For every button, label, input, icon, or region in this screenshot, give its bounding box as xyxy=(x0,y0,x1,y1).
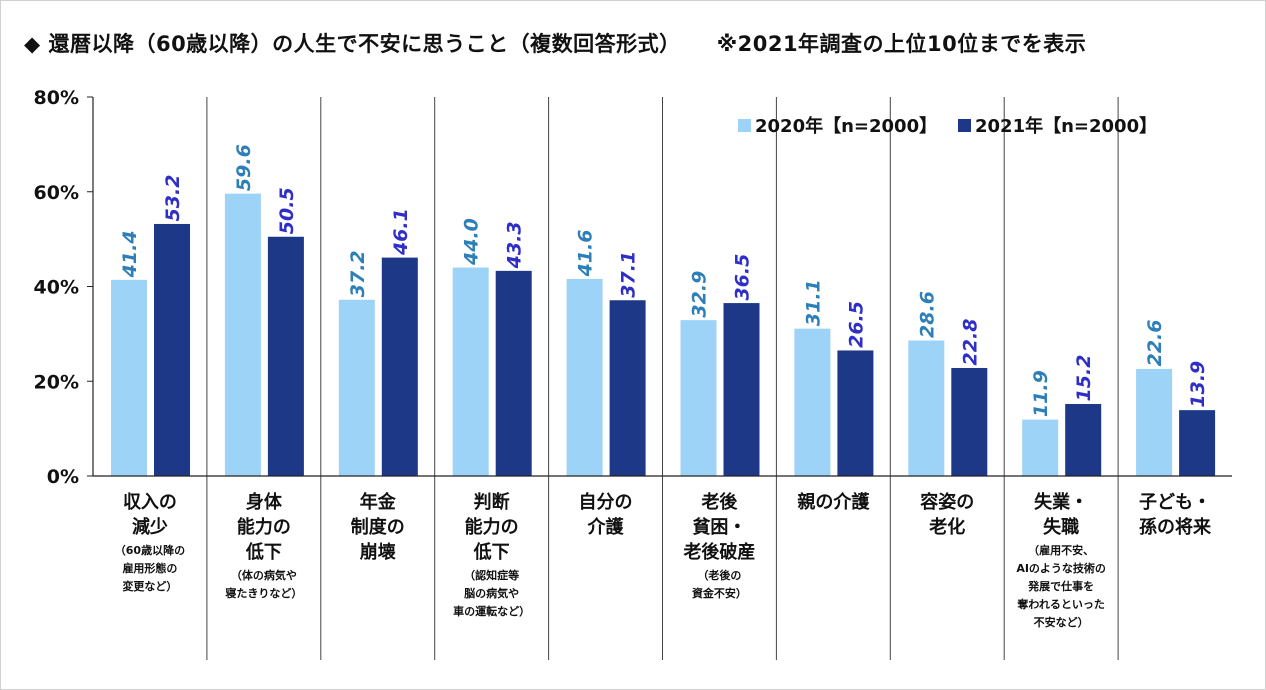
category-main-text: 失業・ 失職 xyxy=(1034,492,1089,538)
value-label-2021: 15.2 xyxy=(1073,355,1095,402)
legend-label-2020: 2020年【n=2000】 xyxy=(755,115,937,137)
y-tick-label: 40% xyxy=(34,277,79,299)
category-sub-text: （体の病気や 寝たきりなど） xyxy=(225,569,303,600)
y-tick-label: 20% xyxy=(34,371,79,393)
value-label-2020: 32.9 xyxy=(689,271,711,318)
bar-2021 xyxy=(609,300,646,476)
value-label-2020: 44.0 xyxy=(461,218,483,266)
bar-2021 xyxy=(1179,410,1216,476)
y-tick-label: 60% xyxy=(34,182,79,204)
category-label: 失業・ 失職 （雇用不安、 AIのような技術の 発展で仕事を 奪われるといった 不… xyxy=(1004,490,1118,632)
category-main-text: 自分の 介護 xyxy=(578,492,633,538)
value-label-2020: 41.6 xyxy=(575,229,597,277)
category-sub-text: （老後の 資金不安） xyxy=(691,569,747,600)
bar-2021 xyxy=(1065,403,1102,476)
category-main-text: 判断 能力の 低下 xyxy=(464,492,519,563)
value-label-2020: 28.6 xyxy=(916,291,938,338)
category-main-text: 老後 貧困・ 老後破産 xyxy=(683,492,756,563)
category-label: 子ども・ 孫の将来 xyxy=(1118,490,1232,540)
value-label-2021: 53.2 xyxy=(162,175,184,222)
bar-2020 xyxy=(680,320,717,476)
value-label-2020: 37.2 xyxy=(347,250,369,297)
legend-swatch-2021 xyxy=(958,119,971,132)
bar-2020 xyxy=(224,193,261,476)
legend-swatch-2020 xyxy=(738,119,751,132)
category-main-text: 親の介護 xyxy=(797,492,870,513)
category-main-text: 収入の 減少 xyxy=(122,492,177,538)
category-sub-text: （認知症等 脳の病気や 車の運転など） xyxy=(453,569,531,618)
category-main-text: 容姿の 老化 xyxy=(920,492,975,538)
category-sub-text: （雇用不安、 AIのような技術の 発展で仕事を 奪われるといった 不安など） xyxy=(1016,544,1106,629)
category-label: 容姿の 老化 xyxy=(890,490,1004,540)
category-label: 親の介護 xyxy=(776,490,890,515)
value-label-2020: 59.6 xyxy=(233,144,255,191)
value-label-2020: 41.4 xyxy=(119,230,141,278)
value-label-2021: 22.8 xyxy=(959,319,981,366)
bar-2020 xyxy=(111,279,147,476)
category-label: 自分の 介護 xyxy=(549,490,663,540)
value-label-2021: 50.5 xyxy=(276,187,298,234)
category-label: 老後 貧困・ 老後破産 （老後の 資金不安） xyxy=(663,490,777,603)
bar-2021 xyxy=(951,367,988,476)
bar-2021 xyxy=(381,257,418,476)
value-label-2020: 11.9 xyxy=(1030,370,1052,417)
bar-2021 xyxy=(267,236,304,476)
category-label: 年金 制度の 崩壊 xyxy=(321,490,435,565)
bar-2020 xyxy=(338,299,375,476)
bar-2021 xyxy=(837,350,874,476)
category-main-text: 身体 能力の 低下 xyxy=(236,492,291,563)
value-label-2020: 22.6 xyxy=(1144,319,1166,366)
category-main-text: 年金 制度の 崩壊 xyxy=(350,492,405,563)
bar-2021 xyxy=(723,303,760,476)
y-tick-label: 80% xyxy=(34,87,79,109)
value-label-2021: 46.1 xyxy=(390,208,412,256)
category-label: 身体 能力の 低下 （体の病気や 寝たきりなど） xyxy=(207,490,321,603)
title-text: ◆ 還暦以降（60歳以降）の人生で不安に思うこと（複数回答形式） xyxy=(24,32,681,56)
bar-2020 xyxy=(566,278,603,476)
value-label-2020: 31.1 xyxy=(802,279,824,326)
value-label-2021: 26.5 xyxy=(845,301,867,348)
chart-title: ◆ 還暦以降（60歳以降）の人生で不安に思うこと（複数回答形式） ※2021年調査… xyxy=(24,28,1086,58)
bar-2020 xyxy=(794,328,831,476)
value-label-2021: 43.3 xyxy=(504,221,526,269)
value-label-2021: 13.9 xyxy=(1187,361,1209,408)
category-main-text: 子ども・ 孫の将来 xyxy=(1139,492,1212,538)
bar-2021 xyxy=(154,223,190,476)
category-label: 収入の 減少 （60歳以降の 雇用形態の 変更など） xyxy=(93,490,207,596)
legend-label-2021: 2021年【n=2000】 xyxy=(975,115,1157,137)
bar-2020 xyxy=(1136,368,1173,476)
y-tick-label: 0% xyxy=(47,466,79,488)
category-label: 判断 能力の 低下 （認知症等 脳の病気や 車の運転など） xyxy=(435,490,549,621)
bar-2020 xyxy=(908,340,945,476)
bar-2020 xyxy=(1022,419,1059,476)
value-label-2021: 37.1 xyxy=(618,251,640,298)
bar-2020 xyxy=(452,267,489,476)
category-sub-text: （60歳以降の 雇用形態の 変更など） xyxy=(114,544,186,593)
value-label-2021: 36.5 xyxy=(732,254,754,301)
title-note: ※2021年調査の上位10位までを表示 xyxy=(716,32,1087,56)
bar-2021 xyxy=(495,270,532,476)
